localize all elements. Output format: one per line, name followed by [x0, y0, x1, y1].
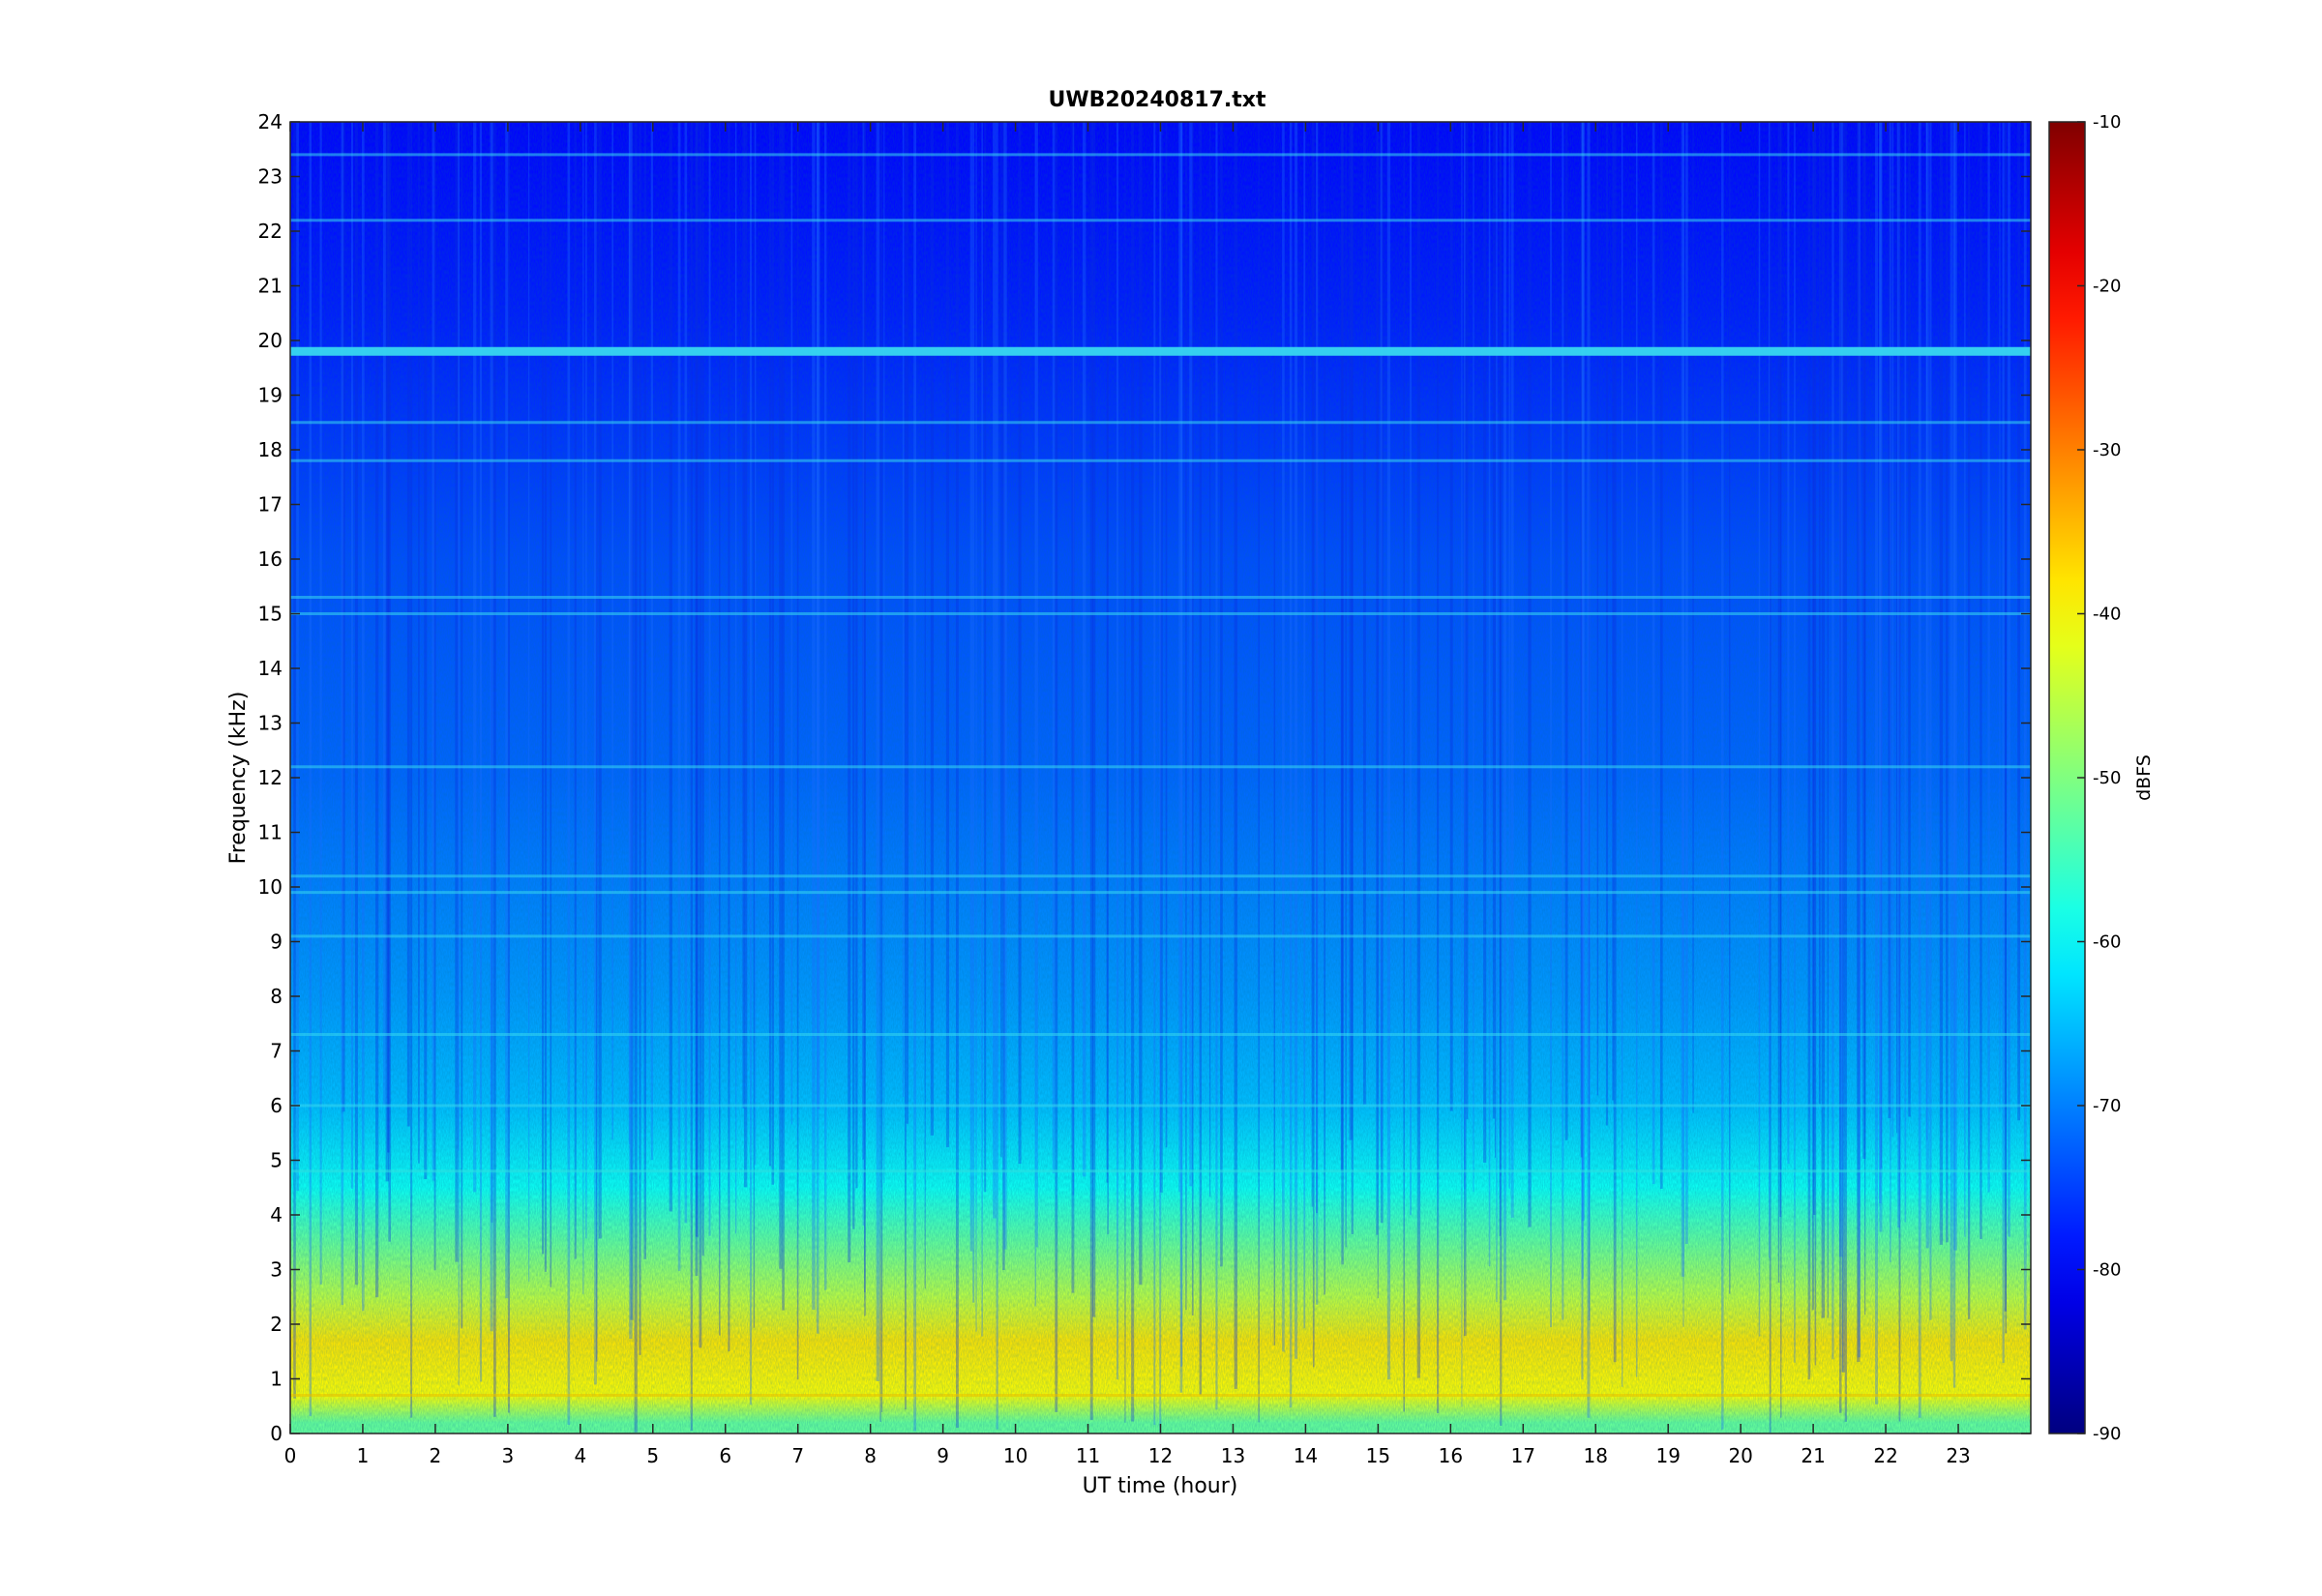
x-tick-label: 11	[1076, 1444, 1100, 1467]
y-tick-label: 4	[270, 1203, 283, 1227]
colorbar-tick-label: -30	[2093, 440, 2121, 460]
colorbar-tick-label: -80	[2093, 1260, 2121, 1281]
frequency-lines	[290, 153, 2031, 1397]
x-tick-label: 3	[502, 1444, 515, 1467]
y-tick-label: 16	[258, 547, 283, 571]
vertical-streaks	[293, 122, 2027, 1433]
x-axis: 0 1 2 3 4 5 6 7 8 9 10 11 12 13 14 15 16 17 18 19 20 21 22 23	[284, 122, 1971, 1467]
y-axis-label: Frequency (kHz)	[226, 692, 251, 865]
y-tick-label: 14	[258, 657, 283, 680]
y-tick-label: 12	[258, 766, 283, 789]
x-tick-label: 18	[1584, 1444, 1608, 1467]
plot-area	[289, 121, 2032, 1434]
y-tick-label: 18	[258, 438, 283, 461]
y-tick-label: 2	[270, 1313, 283, 1336]
x-tick-label: 16	[1439, 1444, 1463, 1467]
y-tick-label: 15	[258, 603, 283, 626]
x-tick-label: 19	[1655, 1444, 1680, 1467]
chart-title: UWB20240817.txt	[1049, 88, 1266, 112]
x-tick-label: 20	[1728, 1444, 1752, 1467]
colorbar-tick-label: -90	[2093, 1424, 2121, 1444]
spectrogram-texture	[290, 122, 2031, 1433]
y-tick-label: 3	[270, 1258, 283, 1282]
y-tick-label: 19	[258, 384, 283, 407]
y-tick-label: 17	[258, 493, 283, 517]
x-tick-label: 23	[1946, 1444, 1970, 1467]
y-tick-label: 0	[270, 1422, 283, 1445]
y-tick-label: 13	[258, 712, 283, 735]
y-tick-label: 22	[258, 220, 283, 243]
colorbar-tick-label: -50	[2093, 768, 2121, 788]
x-tick-label: 14	[1294, 1444, 1318, 1467]
x-tick-label: 5	[646, 1444, 659, 1467]
x-tick-label: 13	[1221, 1444, 1245, 1467]
x-tick-label: 22	[1873, 1444, 1897, 1467]
x-tick-label: 0	[284, 1444, 297, 1467]
y-tick-label: 7	[270, 1040, 283, 1063]
colorbar: -90 -80 -70 -60 -50 -40 -30 -20 -10 dBFS	[2048, 112, 2155, 1444]
y-tick-label: 10	[258, 875, 283, 899]
x-tick-label: 1	[357, 1444, 370, 1467]
x-tick-label: 6	[719, 1444, 731, 1467]
colorbar-gradient	[2048, 121, 2086, 1434]
y-tick-label: 9	[270, 931, 283, 954]
colorbar-ticks: -90 -80 -70 -60 -50 -40 -30 -20 -10	[2077, 112, 2121, 1444]
colorbar-label: dBFS	[2133, 754, 2155, 801]
y-tick-label: 23	[258, 165, 283, 189]
x-tick-label: 17	[1511, 1444, 1535, 1467]
colorbar-tick-label: -70	[2093, 1096, 2121, 1116]
x-tick-label: 12	[1148, 1444, 1173, 1467]
y-tick-label: 20	[258, 329, 283, 352]
x-tick-label: 9	[937, 1444, 949, 1467]
y-tick-label: 5	[270, 1149, 283, 1172]
y-tick-label: 8	[270, 985, 283, 1008]
colorbar-tick-label: -40	[2093, 605, 2121, 625]
y-tick-label: 6	[270, 1094, 283, 1117]
x-tick-label: 21	[1801, 1444, 1825, 1467]
y-tick-label: 21	[258, 275, 283, 298]
y-tick-label: 11	[258, 821, 283, 844]
x-tick-label: 7	[791, 1444, 804, 1467]
colorbar-tick-label: -20	[2093, 277, 2121, 297]
x-axis-label: UT time (hour)	[1083, 1474, 1238, 1498]
colorbar-tick-label: -60	[2093, 932, 2121, 953]
x-tick-label: 2	[430, 1444, 442, 1467]
x-tick-label: 10	[1003, 1444, 1027, 1467]
x-tick-label: 8	[864, 1444, 877, 1467]
colorbar-tick-label: -10	[2093, 112, 2121, 133]
x-tick-label: 15	[1366, 1444, 1390, 1467]
y-tick-label: 24	[258, 110, 283, 133]
y-tick-label: 1	[270, 1368, 283, 1391]
x-tick-label: 4	[574, 1444, 586, 1467]
